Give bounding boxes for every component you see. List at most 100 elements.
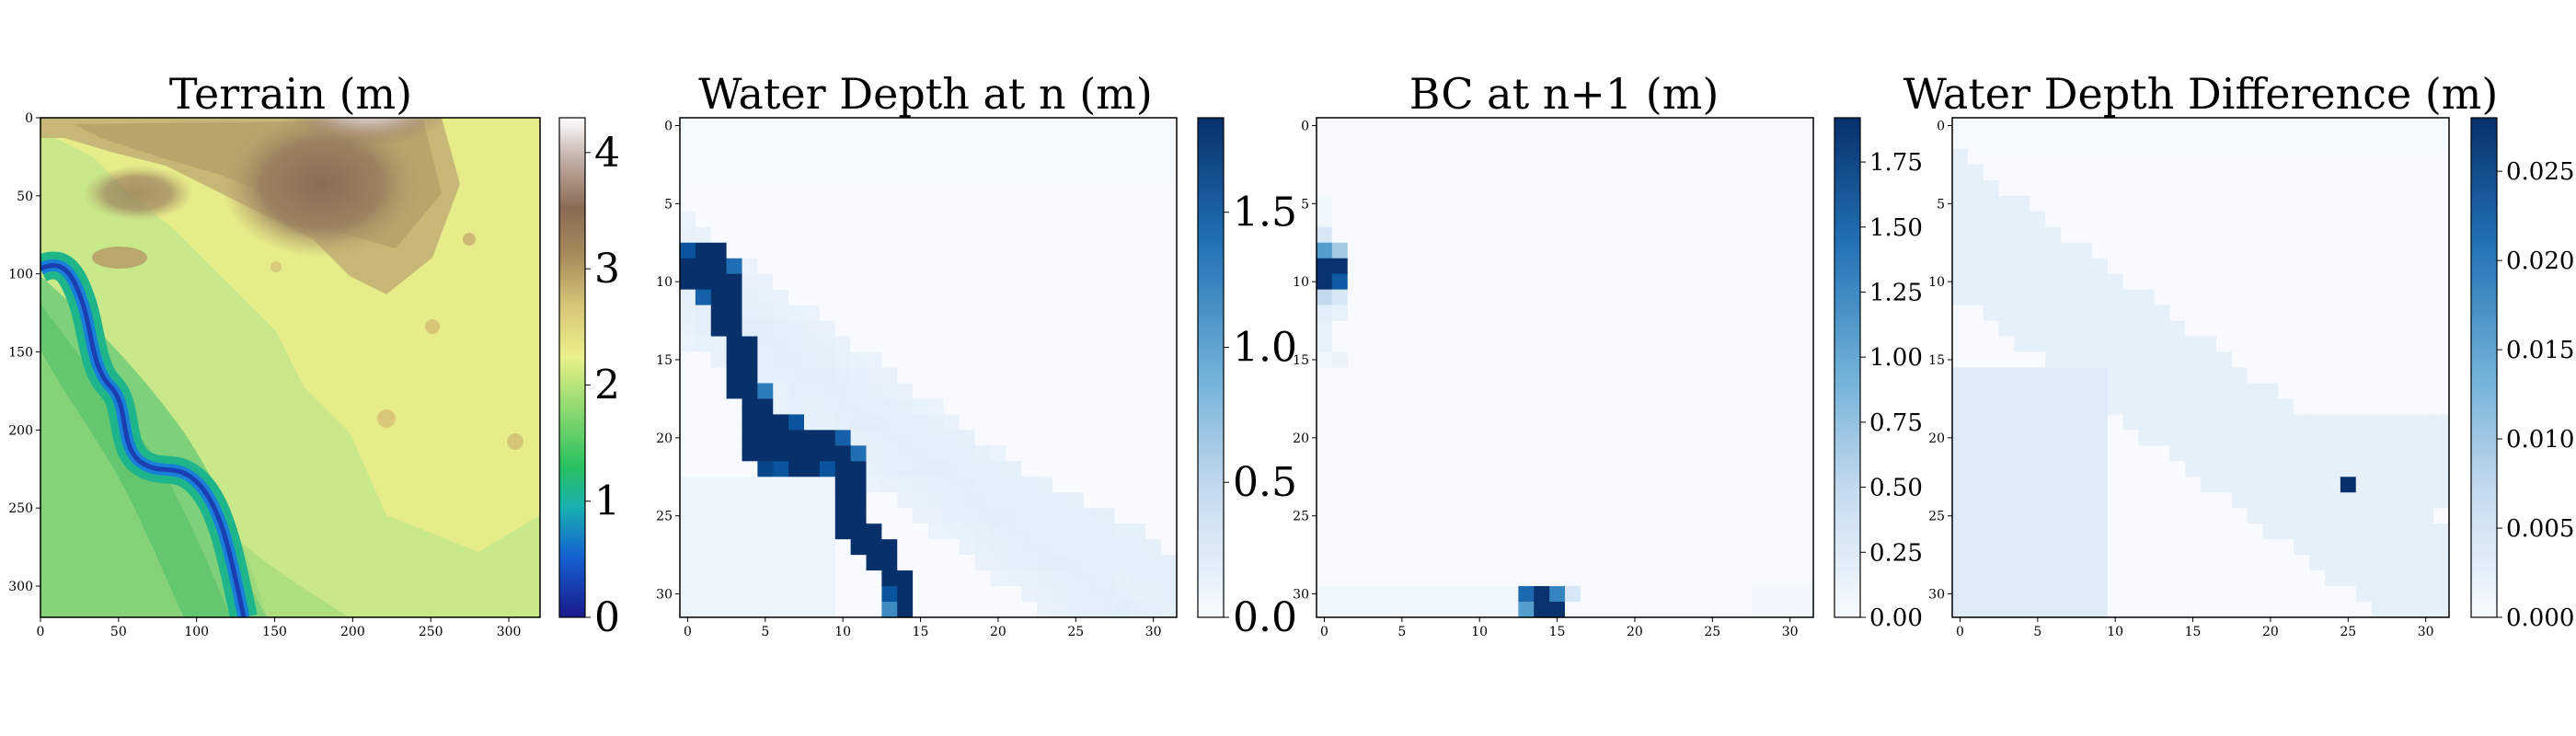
heatmap-cell [1083,320,1100,338]
heatmap-cell [897,398,914,416]
heatmap-cell [1317,492,1333,509]
heatmap-cell [1394,336,1410,353]
heatmap-cell [2045,430,2062,446]
heatmap-cell [1751,148,1767,166]
heatmap-cell [1580,398,1597,416]
heatmap-cell [1487,336,1504,353]
heatmap-cell [1502,351,1519,369]
heatmap-cell [1565,430,1581,446]
heatmap-cell [2201,179,2217,197]
heatmap-cell [2091,461,2109,477]
heatmap-cell [710,132,728,150]
heatmap-cell [1534,305,1550,322]
heatmap-cell [943,414,960,431]
heatmap-cell [1642,492,1659,509]
heatmap-cell [2185,273,2202,291]
heatmap-cell [773,258,789,275]
heatmap-cell [710,555,728,571]
heatmap-cell [2325,258,2341,275]
heatmap-cell [1518,242,1535,259]
heatmap-cell [1083,414,1100,431]
heatmap-cell [1983,445,2000,462]
heatmap-cell [1751,414,1767,431]
heatmap-cell [788,398,805,416]
heatmap-cell [1098,508,1116,524]
heatmap-cell [680,258,696,275]
heatmap-cell [913,195,929,213]
heatmap-cell [742,570,758,587]
heatmap-cell [1502,258,1519,275]
heatmap-cell [2154,508,2170,524]
heatmap-cell [1130,492,1146,509]
heatmap-cell [1658,118,1674,134]
heatmap-cell [1067,445,1085,462]
x-tick-label: 5 [1397,625,1406,639]
heatmap-cell [1114,508,1131,524]
heatmap-cell [2371,508,2388,524]
heatmap-cell [1317,430,1333,446]
heatmap-cell [1425,164,1442,181]
heatmap-cell [2185,492,2202,509]
heatmap-cell [913,148,929,166]
heatmap-cell [1006,118,1022,134]
heatmap-cell [913,211,929,228]
heatmap-cell [1673,523,1690,540]
heatmap-cell [2185,445,2202,462]
heatmap-cell [2014,367,2030,385]
heatmap-cell [1098,555,1116,571]
heatmap-cell [2138,398,2155,416]
heatmap-cell [2418,570,2434,587]
heatmap-cell [990,351,1006,369]
y-tick-label: 25 [1928,510,1945,524]
heatmap-cell [2309,179,2326,197]
heatmap-cell [1021,414,1038,431]
heatmap-cell [1952,602,1969,618]
heatmap-cell [2386,461,2403,477]
heatmap-cell [1735,430,1753,446]
heatmap-cell [788,351,805,369]
heatmap-cell [2169,336,2186,353]
heatmap-cell [1409,445,1426,462]
heatmap-cell [959,367,976,385]
heatmap-cell [773,477,789,493]
heatmap-cell [943,289,960,306]
heatmap-cell [2045,132,2062,150]
heatmap-cell [2045,351,2062,369]
heatmap-cell [1037,211,1053,228]
heatmap-cell [1441,305,1457,322]
heatmap-cell [2278,555,2294,571]
heatmap-cell [1317,179,1333,197]
heatmap-cell [1021,195,1038,213]
heatmap-cell [2386,508,2403,524]
heatmap-cell [2138,508,2155,524]
heatmap-cell [2138,414,2155,431]
heatmap-cell [1487,179,1504,197]
heatmap-cell [710,383,728,400]
heatmap-cell [1967,414,1984,431]
heatmap-cell [2091,398,2109,416]
heatmap-cell [2107,477,2124,493]
heatmap-cell [1689,273,1706,291]
heatmap-cell [1782,195,1799,213]
heatmap-cell [2030,492,2046,509]
heatmap-cell [2122,398,2140,416]
heatmap-cell [1549,539,1566,556]
heatmap-cell [1967,523,1984,540]
heatmap-cell [2045,586,2062,603]
heatmap-cell [1766,195,1783,213]
heatmap-cell [1114,351,1131,369]
heatmap-cell [1580,132,1597,150]
heatmap-cell [1394,320,1410,338]
heatmap-cell [866,523,882,540]
heatmap-cell [1006,336,1022,353]
heatmap-cell [2386,320,2403,338]
heatmap-cell [1067,148,1085,166]
heatmap-cell [2340,179,2357,197]
heatmap-cell [1983,477,2000,493]
heatmap-cell [1658,430,1674,446]
heatmap-cell [2138,523,2155,540]
heatmap-cell [1130,555,1146,571]
heatmap-cell [2201,195,2217,213]
heatmap-cell [1595,492,1613,509]
heatmap-cell [1534,289,1550,306]
